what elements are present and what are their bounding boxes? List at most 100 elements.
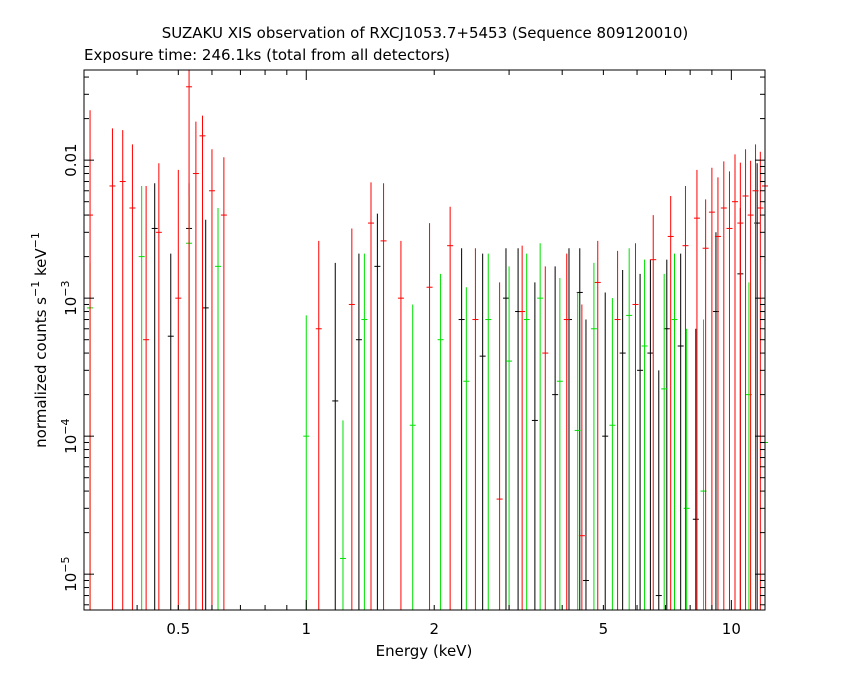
data-point <box>737 162 744 610</box>
data-point <box>447 206 454 610</box>
data-point <box>485 253 492 610</box>
y-tick-label: 10−3 <box>59 280 80 315</box>
data-point <box>590 262 597 610</box>
data-point <box>720 161 727 610</box>
data-point <box>574 292 581 610</box>
data-point <box>655 370 662 610</box>
series-2 <box>87 70 768 610</box>
data-point <box>563 253 570 610</box>
data-point <box>578 304 585 610</box>
data-point <box>661 273 668 610</box>
data-point <box>409 304 416 610</box>
data-point <box>397 240 404 610</box>
data-point <box>303 315 310 610</box>
data-point <box>667 195 674 610</box>
data-point <box>663 259 670 610</box>
data-point <box>714 177 721 610</box>
data-point <box>315 240 322 610</box>
data-point <box>348 228 355 610</box>
data-point <box>693 169 700 610</box>
data-point <box>650 215 657 610</box>
data-point <box>609 298 616 610</box>
data-point <box>458 248 465 610</box>
data-point <box>502 248 509 610</box>
data-point <box>619 269 626 610</box>
data-point <box>167 253 174 610</box>
data-point <box>380 183 387 610</box>
x-axis-label: Energy (keV) <box>376 642 473 660</box>
data-point <box>641 259 648 610</box>
data-point <box>683 328 690 610</box>
data-point <box>374 213 381 610</box>
data-point <box>506 266 513 610</box>
data-point <box>632 243 639 610</box>
data-point <box>361 253 368 610</box>
data-point <box>208 149 215 610</box>
data-point <box>552 266 559 610</box>
data-point <box>332 262 339 610</box>
data-point <box>519 245 526 610</box>
x-tick-label: 5 <box>599 620 609 638</box>
data-point <box>202 219 209 610</box>
data-point <box>556 277 563 610</box>
plot-data <box>87 70 768 610</box>
data-point <box>192 121 199 610</box>
data-point <box>215 208 222 610</box>
data-point <box>87 110 94 610</box>
y-tick-label: 10−5 <box>59 557 80 592</box>
data-point <box>671 253 678 610</box>
data-point <box>515 248 522 610</box>
data-point <box>339 420 346 610</box>
data-point <box>479 253 486 610</box>
data-point <box>155 163 162 610</box>
data-point <box>614 250 621 610</box>
data-point <box>752 144 759 610</box>
data-point <box>626 248 633 610</box>
data-point <box>463 287 470 610</box>
data-point <box>692 328 699 610</box>
data-point <box>682 185 689 610</box>
axis-ticks <box>83 70 765 610</box>
data-point <box>731 154 738 610</box>
data-point <box>175 169 182 610</box>
data-point <box>523 253 530 610</box>
data-point <box>602 292 609 610</box>
x-tick-label: 10 <box>722 620 741 638</box>
y-axis-label: normalized counts s−1 keV−1 <box>29 232 50 448</box>
data-point <box>677 253 684 610</box>
y-tick-label: 0.01 <box>62 143 80 176</box>
x-tick-label: 2 <box>429 620 439 638</box>
data-point <box>637 273 644 610</box>
series-0 <box>151 163 761 610</box>
data-point <box>531 282 538 610</box>
data-point <box>742 149 749 610</box>
x-tick-label: 0.5 <box>166 620 190 638</box>
data-point <box>726 171 733 610</box>
data-point <box>367 182 374 610</box>
data-point <box>109 128 116 610</box>
data-point <box>757 151 764 610</box>
data-point <box>119 130 126 610</box>
plot-frame <box>83 69 766 611</box>
data-point <box>472 248 479 610</box>
data-point <box>186 70 193 610</box>
data-point <box>151 183 158 610</box>
data-point <box>199 115 206 610</box>
data-point <box>437 273 444 610</box>
data-point <box>129 144 136 610</box>
data-point <box>582 319 589 610</box>
data-point <box>426 223 433 610</box>
data-point <box>537 243 544 610</box>
chart-title: SUZAKU XIS observation of RXCJ1053.7+545… <box>162 24 689 42</box>
data-point <box>594 240 601 610</box>
data-point <box>143 185 150 610</box>
y-tick-label: 10−4 <box>59 419 80 454</box>
x-tick-label: 1 <box>301 620 311 638</box>
data-point <box>542 266 549 610</box>
data-point <box>496 282 503 610</box>
data-point <box>708 167 715 610</box>
tick-labels: 0.5 1 2 5 10 10−5 10−4 10−3 0.01 <box>59 143 741 638</box>
data-point <box>747 160 754 610</box>
data-point <box>220 157 227 610</box>
